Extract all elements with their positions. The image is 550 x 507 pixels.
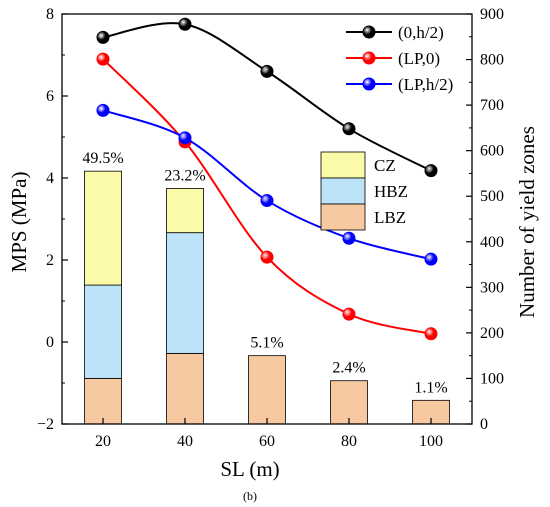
x-tick-label: 40 <box>177 433 193 450</box>
bar-cz-40 <box>166 188 204 234</box>
bar-percent-label: 1.1% <box>414 379 447 396</box>
bar-percent-labels: 49.5% 23.2% 5.1% 2.4% 1.1% <box>82 150 447 396</box>
legend-label-hbz: HBZ <box>374 182 408 201</box>
series-point-2 <box>424 252 438 266</box>
bar-lbz-80 <box>330 380 368 425</box>
y2-tick-label: 900 <box>480 6 504 23</box>
bar-percent-label: 49.5% <box>82 150 123 167</box>
bar-cz-20 <box>84 170 122 286</box>
y2-tick-label: 300 <box>480 279 504 296</box>
series-point-0 <box>260 64 274 78</box>
legend-label-lbz: LBZ <box>374 208 406 227</box>
y-tick-label: 8 <box>46 6 54 23</box>
series-point-0 <box>178 17 192 31</box>
legend-swatch-lbz <box>320 203 366 231</box>
series-point-2 <box>342 231 356 245</box>
bar-percent-label: 2.4% <box>332 360 365 377</box>
series-line-0 <box>102 22 432 172</box>
y-tick-label: 0 <box>46 334 54 351</box>
y2-tick-label: 0 <box>480 416 488 433</box>
legend-bars: CZ HBZ LBZ <box>320 151 408 231</box>
legend-label-1: (LP,0) <box>398 49 440 68</box>
legend-label-2: (LP,h/2) <box>398 75 453 94</box>
series-point-0 <box>424 164 438 178</box>
y-tick-label: 4 <box>46 170 54 187</box>
legend-label-cz: CZ <box>374 156 396 175</box>
series-point-1 <box>342 307 356 321</box>
y2-tick-label: 100 <box>480 370 504 387</box>
y2-tick-label: 700 <box>480 97 504 114</box>
bar-lbz-40 <box>166 352 204 425</box>
series-point-1 <box>96 52 110 66</box>
x-tick-label: 80 <box>341 433 357 450</box>
bar-percent-label: 23.2% <box>164 167 205 184</box>
x-tick-label: 100 <box>419 433 443 450</box>
series-point-2 <box>178 131 192 145</box>
y-axis-title: MPS (MPa) <box>7 172 31 273</box>
legend-label-0: (0,h/2) <box>398 23 444 42</box>
x-tick-label: 20 <box>95 433 111 450</box>
legend-swatch-cz <box>320 151 366 179</box>
legend-lines: (0,h/2) (LP,0) (LP,h/2) <box>346 23 453 94</box>
bar-hbz-40 <box>166 232 204 354</box>
legend-marker-2 <box>362 77 376 91</box>
y2-tick-label: 500 <box>480 188 504 205</box>
bar-percent-label: 5.1% <box>250 335 283 352</box>
x-axis-title: SL (m) <box>220 457 279 481</box>
series-point-0 <box>96 30 110 44</box>
bar-hbz-20 <box>84 284 122 379</box>
series-point-1 <box>424 327 438 341</box>
legend-marker-1 <box>362 51 376 65</box>
legend-marker-0 <box>362 25 376 39</box>
y-tick-label: 2 <box>46 252 54 269</box>
y2-tick-label: 600 <box>480 143 504 160</box>
y2-axis-title: Number of yield zones <box>515 126 539 318</box>
x-tick-label: 60 <box>259 433 275 450</box>
y-tick-label: −2 <box>37 416 54 433</box>
y2-tick-label: 400 <box>480 234 504 251</box>
legend-swatch-hbz <box>320 177 366 205</box>
series-point-0 <box>342 122 356 136</box>
y-tick-label: 6 <box>46 88 54 105</box>
series-point-1 <box>260 250 274 264</box>
series-point-2 <box>96 103 110 117</box>
bar-lbz-60 <box>248 355 286 425</box>
figure-caption: (b) <box>243 489 257 503</box>
series-point-2 <box>260 194 274 208</box>
y2-tick-label: 200 <box>480 325 504 342</box>
y2-tick-label: 800 <box>480 52 504 69</box>
bar-lbz-20 <box>84 378 122 425</box>
axes: 20 40 60 80 100−2024680100200300400500600700… <box>37 6 504 450</box>
stacked-bars <box>84 170 450 425</box>
series-lines <box>96 17 438 341</box>
